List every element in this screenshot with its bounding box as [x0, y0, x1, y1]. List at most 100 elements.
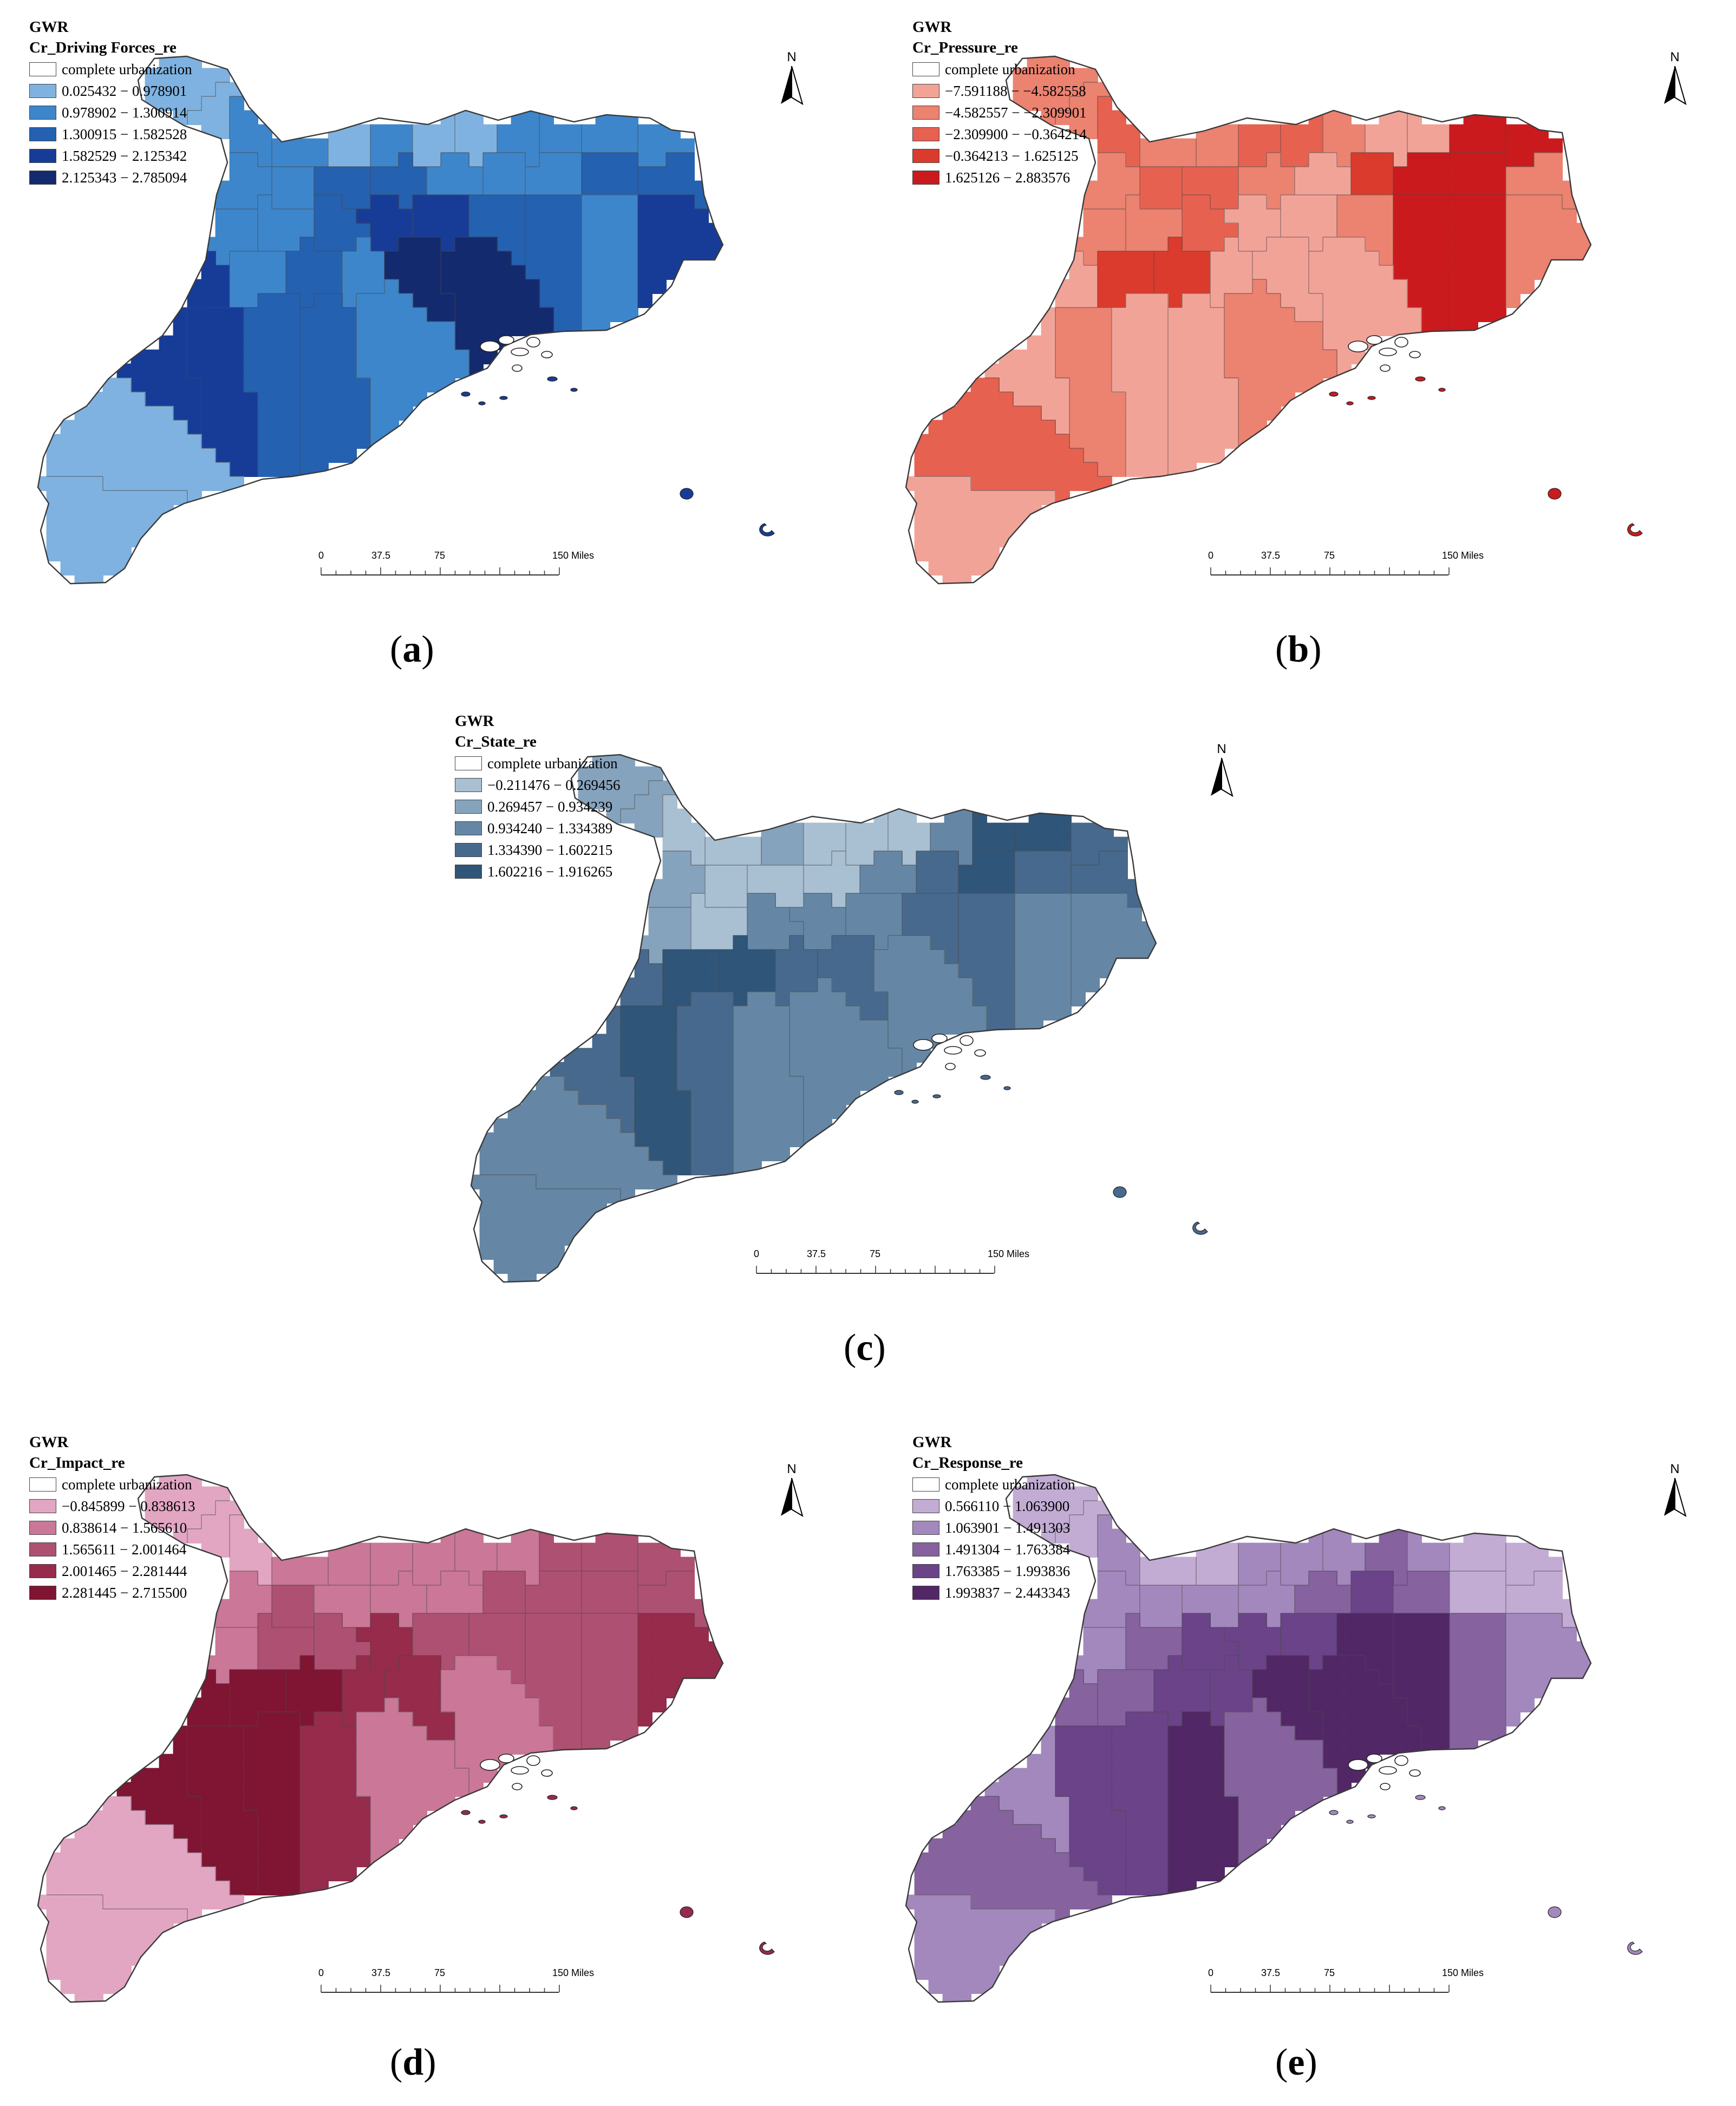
region-40	[356, 279, 470, 449]
region-9	[539, 110, 583, 154]
region-19	[581, 152, 639, 196]
north-arrow-icon	[1211, 758, 1234, 797]
region-34	[817, 935, 889, 1021]
region-41	[914, 377, 1113, 506]
north-arrow-icon	[781, 66, 804, 106]
north-label: N	[787, 1462, 797, 1476]
region-33	[342, 1655, 386, 1727]
legend-row-no-data: complete urbanization	[29, 1474, 195, 1495]
region-0	[1013, 1475, 1099, 1544]
legend-label: complete urbanization	[62, 1476, 192, 1493]
legend-field-name: Cr_Driving Forces_re	[29, 39, 177, 56]
scale-tick-label: 37.5	[1261, 1967, 1281, 1978]
region-31	[1097, 1669, 1155, 1727]
region-3	[1139, 138, 1197, 168]
region-32	[285, 237, 343, 309]
region-15	[370, 152, 428, 210]
legend-swatch	[455, 865, 482, 879]
north-arrow-d: N	[775, 1462, 808, 1521]
region-18	[1393, 1571, 1451, 1614]
scale-tick-label: 150 Miles	[1442, 1967, 1484, 1978]
legend-row: 1.625126 − 2.883576	[912, 167, 1087, 188]
region-36	[984, 307, 1071, 435]
caption-letter: b	[1288, 629, 1309, 670]
region-11	[1505, 1542, 1563, 1586]
legend-label: 1.993837 − 2.443343	[945, 1584, 1071, 1601]
map-panel-b: GWR Cr_Pressure_re complete urbanization −7…	[868, 0, 1736, 677]
scale-tick-label: 0	[1208, 1967, 1214, 1978]
legend-row: 2.281445 − 2.715500	[29, 1582, 195, 1604]
province-outline	[37, 1474, 724, 2003]
scale-tick-label: 75	[1324, 1967, 1335, 1978]
scale-bar-a: 0 37.5 75 150 Miles	[318, 550, 594, 588]
region-41	[46, 1796, 245, 1924]
legend-model-label: GWR	[29, 1434, 69, 1451]
region-22	[1125, 1613, 1183, 1671]
legend-swatch	[29, 1564, 56, 1578]
legend-label: 1.491304 − 1.763384	[945, 1541, 1071, 1558]
complete-urbanization-areas	[480, 335, 553, 372]
legend-field-name: Cr_Impact_re	[29, 1454, 125, 1471]
region-6	[1280, 1528, 1324, 1586]
legend-swatch	[29, 1521, 56, 1535]
legend-row-no-data: complete urbanization	[455, 753, 620, 774]
legend-row: −2.309900 − −0.364214	[912, 123, 1087, 145]
offshore-islands	[894, 1075, 1208, 1235]
region-42	[471, 1174, 622, 1282]
region-3	[1139, 1556, 1197, 1586]
region-28	[1449, 194, 1507, 337]
legend-e: GWR Cr_Response_re complete urbanization 0.…	[912, 1433, 1075, 1604]
region-6	[412, 1528, 456, 1586]
region-24	[356, 1613, 414, 1671]
region-25	[412, 194, 470, 252]
region-37	[620, 1005, 692, 1176]
legend-row-no-data: complete urbanization	[912, 58, 1087, 80]
region-18	[1393, 152, 1451, 196]
region-27	[958, 893, 1016, 1035]
north-label: N	[1670, 1462, 1680, 1476]
caption-letter: d	[402, 2042, 424, 2083]
legend-row: −4.582557 − −2.309901	[912, 102, 1087, 123]
region-26	[1336, 1613, 1394, 1685]
region-42	[38, 476, 188, 584]
legend-swatch	[912, 1477, 939, 1492]
region-3	[271, 1556, 329, 1586]
scale-bar-graphic	[1210, 567, 1450, 575]
region-24	[789, 893, 847, 951]
north-arrow-c: N	[1205, 742, 1238, 801]
region-13	[704, 865, 748, 908]
province-outline	[37, 55, 724, 585]
legend-swatch	[912, 1564, 939, 1578]
region-37	[1055, 1725, 1127, 1896]
region-27	[525, 1613, 583, 1755]
region-7	[1322, 110, 1366, 168]
region-13	[271, 166, 315, 210]
region-13	[1139, 166, 1183, 210]
region-37	[187, 307, 259, 478]
caption-letter: c	[856, 1327, 873, 1369]
region-28	[581, 1613, 639, 1755]
legend-row: 1.300915 − 1.582528	[29, 123, 192, 145]
legend-swatch	[29, 1586, 56, 1600]
region-4	[1196, 124, 1239, 168]
region-14	[314, 166, 371, 210]
legend-row: 0.934240 − 1.334389	[455, 817, 620, 839]
region-32	[719, 935, 776, 1007]
region-5	[370, 124, 414, 168]
legend-label: 2.001465 − 2.281444	[62, 1562, 187, 1579]
region-26	[468, 1613, 526, 1685]
province-outline	[905, 1474, 1592, 2003]
region-10	[1449, 110, 1507, 154]
caption-letter: e	[1288, 2042, 1305, 2083]
legend-label: 1.582529 − 2.125342	[62, 147, 187, 164]
region-31	[229, 1669, 287, 1727]
scale-tick-label: 37.5	[1261, 550, 1281, 561]
scale-bar-graphic	[321, 1985, 560, 1993]
choropleth-map-d	[37, 1474, 775, 2003]
region-36	[116, 307, 203, 435]
region-16	[426, 1571, 484, 1614]
region-38	[676, 991, 734, 1176]
region-33	[1210, 237, 1254, 309]
region-40	[789, 977, 903, 1148]
legend-row: 1.763385 − 1.993836	[912, 1560, 1075, 1582]
